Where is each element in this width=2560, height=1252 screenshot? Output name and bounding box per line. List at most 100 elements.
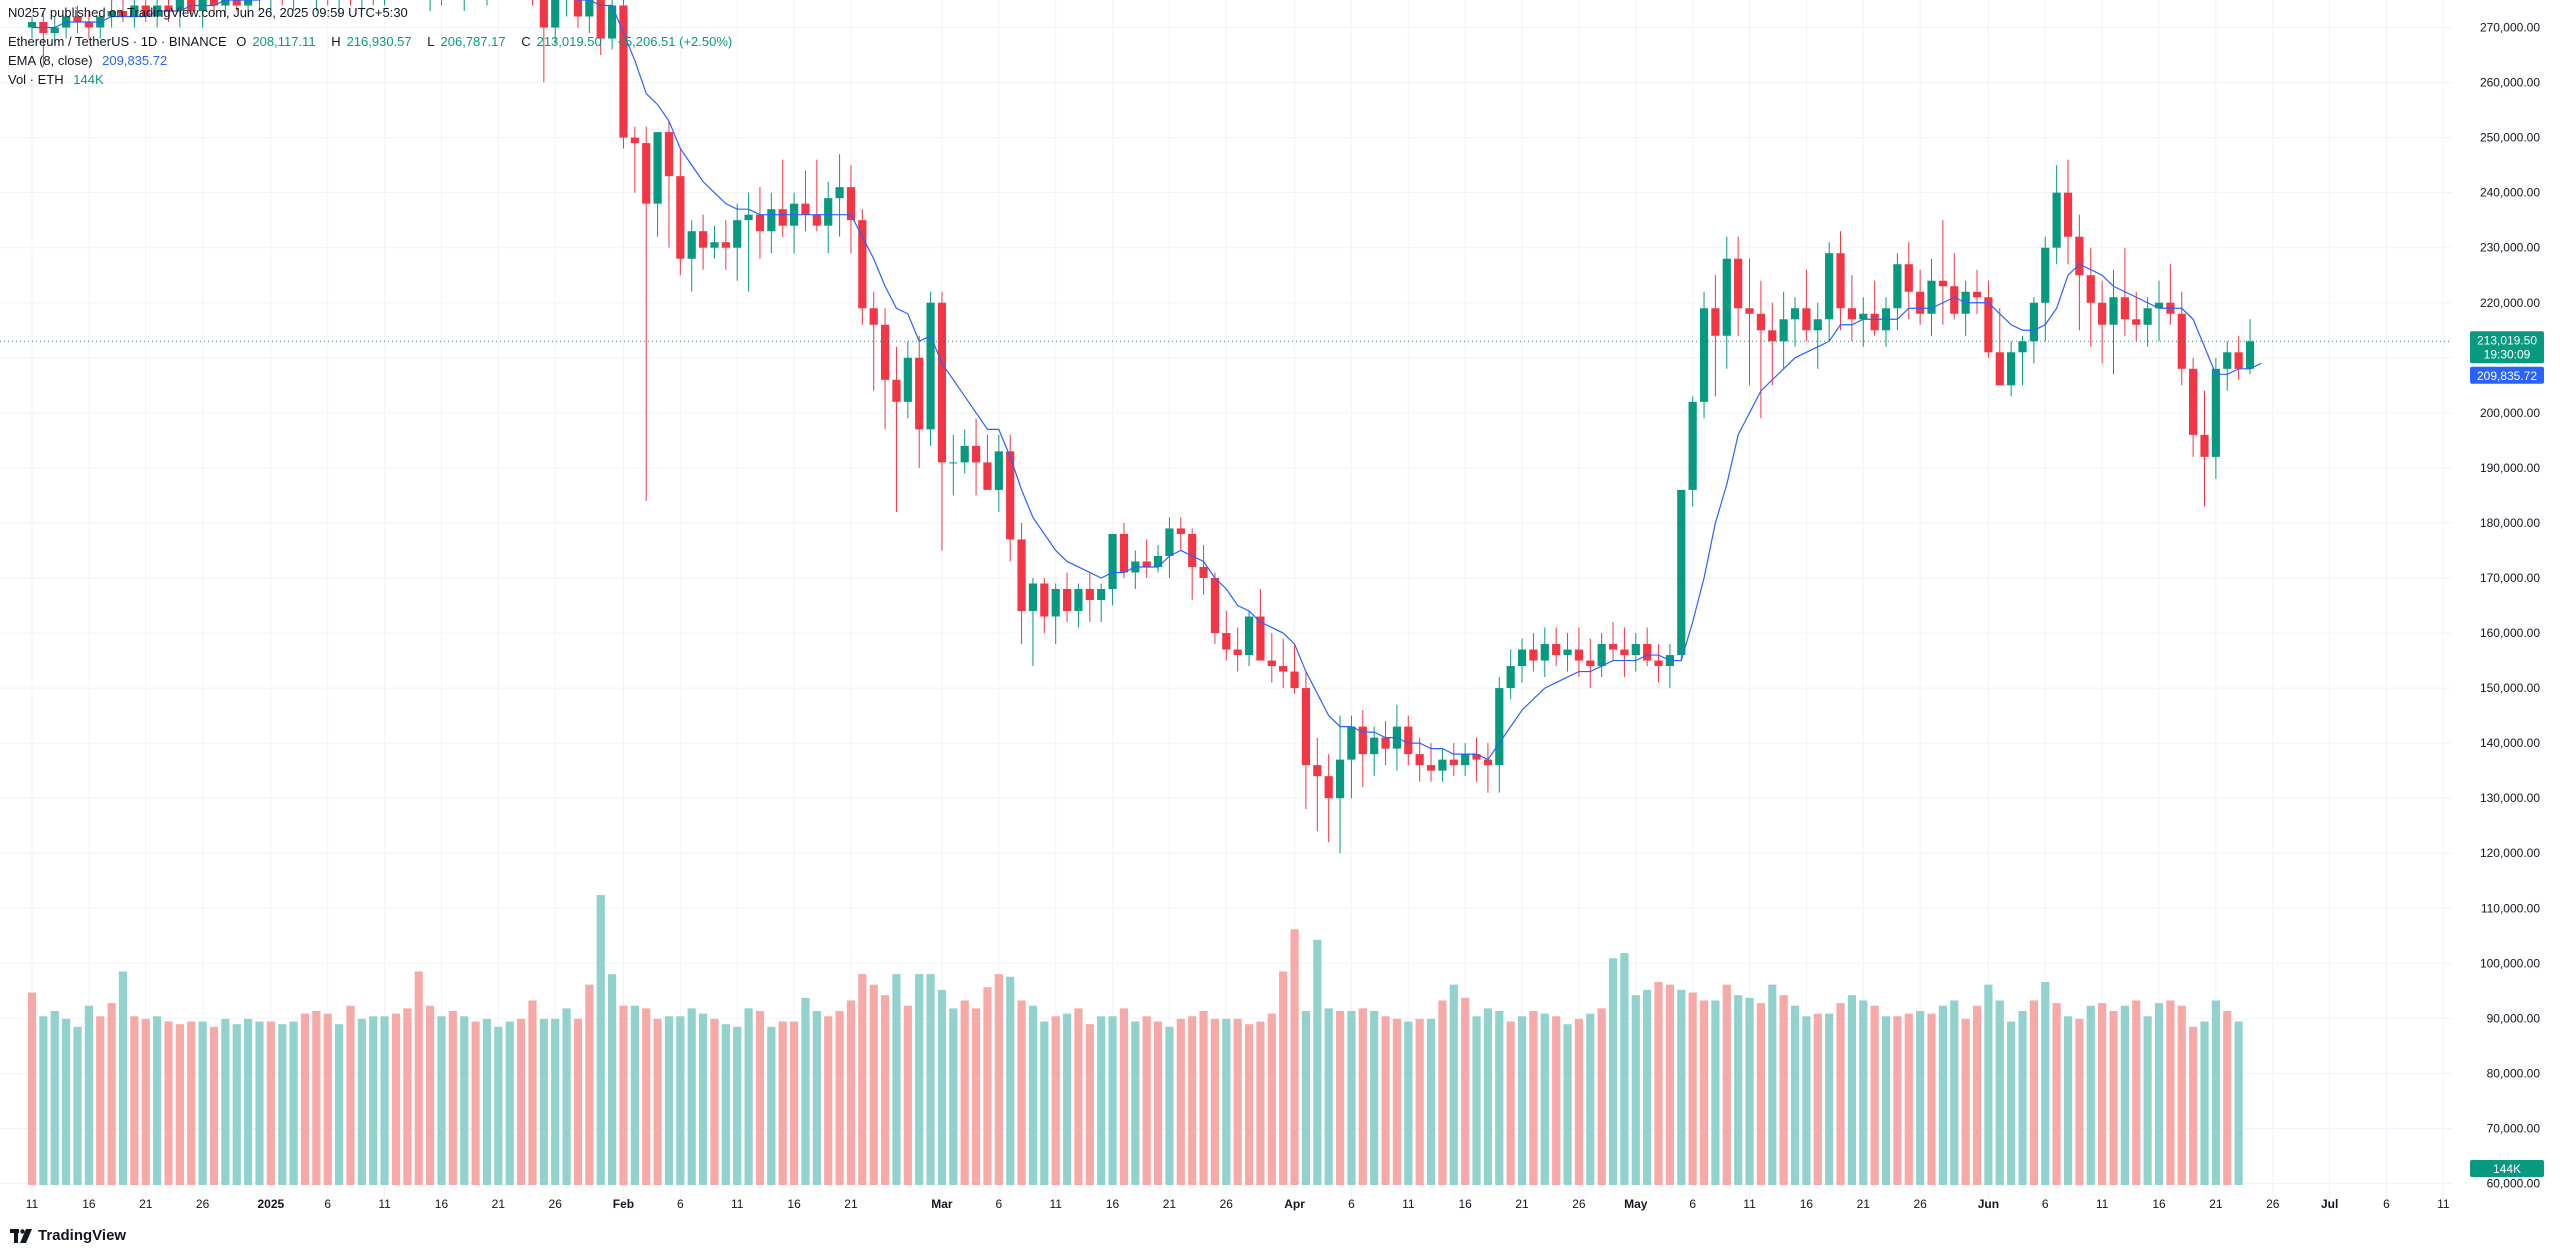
x-tick-label: 21 xyxy=(1163,1197,1177,1211)
ema-label[interactable]: EMA (8, close) xyxy=(8,53,93,68)
candle xyxy=(949,434,958,496)
candle-body xyxy=(733,220,742,248)
ohlc-high: H 216,930.57 xyxy=(331,34,412,49)
volume-bar xyxy=(1734,995,1743,1185)
volume-bar xyxy=(300,1013,310,1185)
volume-bar xyxy=(1711,1000,1720,1185)
volume-bar xyxy=(1802,1016,1811,1185)
volume-label[interactable]: Vol · ETH xyxy=(8,72,64,87)
legend-main[interactable]: Ethereum / TetherUS · 1D · BINANCE O 208,… xyxy=(8,34,738,50)
candle-body xyxy=(949,462,958,464)
candle-body xyxy=(1176,528,1185,534)
candle xyxy=(1540,627,1549,678)
volume-value: 144K xyxy=(73,72,104,87)
y-tick-label: 220,000.00 xyxy=(2480,296,2540,310)
volume-bar xyxy=(62,1018,71,1185)
candle-body xyxy=(1062,588,1072,612)
volume-bar xyxy=(426,1005,435,1185)
x-tick-label: May xyxy=(1624,1197,1648,1211)
candle-body xyxy=(676,176,685,259)
volume-bar xyxy=(1210,1018,1220,1185)
volume-bar xyxy=(994,974,1003,1185)
volume-bar xyxy=(391,1013,401,1185)
candle xyxy=(1256,588,1265,661)
legend-volume[interactable]: Vol · ETH 144K xyxy=(8,72,110,88)
volume-bar xyxy=(1688,992,1697,1185)
y-tick-label: 160,000.00 xyxy=(2480,626,2540,640)
candle xyxy=(630,126,639,193)
volume-bar xyxy=(755,1011,765,1185)
candle-body xyxy=(1085,588,1094,600)
time-axis[interactable]: 11 16 21 26 2025 6 11 16 21 26 Feb 6 11 16 21 Mar 6 11 16 2… xyxy=(26,1197,2450,1211)
ohlc-open: O 208,117.11 xyxy=(236,34,316,49)
candle-body xyxy=(1631,644,1640,656)
candle xyxy=(1267,633,1276,683)
candle-body xyxy=(1870,313,1879,331)
volume-bar xyxy=(130,1016,139,1185)
candle xyxy=(440,0,442,6)
x-tick-label: Jun xyxy=(1978,1197,1999,1211)
tradingview-brand[interactable]: TradingView xyxy=(10,1227,126,1244)
candle-body xyxy=(721,242,730,248)
candle xyxy=(1301,671,1311,810)
candle-body xyxy=(1563,649,1572,656)
candle-body xyxy=(1199,566,1208,578)
candle-body xyxy=(118,11,128,17)
candle-body xyxy=(1426,765,1436,771)
candle-body xyxy=(937,302,947,463)
volume-bar xyxy=(1370,1011,1379,1185)
candle-body xyxy=(1222,633,1231,650)
x-tick-label: 2025 xyxy=(258,1197,285,1211)
volume-bar xyxy=(403,1008,412,1185)
candle xyxy=(983,434,992,490)
y-tick-label: 120,000.00 xyxy=(2480,846,2540,860)
candle xyxy=(1370,726,1379,777)
candle-body xyxy=(1529,649,1538,661)
volume-bar xyxy=(2211,1000,2220,1185)
volume-bar xyxy=(2154,1003,2164,1185)
x-tick-label: Feb xyxy=(613,1197,634,1211)
candle xyxy=(2018,335,2027,386)
x-tick-label: 11 xyxy=(378,1197,391,1211)
volume-bar xyxy=(482,1018,492,1185)
candle xyxy=(1324,754,1333,843)
candle-body xyxy=(1768,330,1777,342)
candle xyxy=(361,0,363,12)
volume-bar xyxy=(323,1013,332,1185)
candle-body xyxy=(1097,588,1106,600)
candle xyxy=(209,0,219,17)
candle xyxy=(755,187,765,259)
candle xyxy=(812,159,821,232)
price-axis[interactable]: 60,000.00 70,000.00 80,000.00 90,000.00 100,… xyxy=(2480,21,2540,1191)
volume-bar xyxy=(1699,1000,1709,1185)
volume-bar xyxy=(1984,984,1993,1185)
candle xyxy=(1768,302,1777,386)
candle-body xyxy=(2109,297,2118,325)
volume-bar xyxy=(380,1016,389,1185)
candle-body xyxy=(1483,759,1493,766)
candle-body xyxy=(664,132,674,177)
candle-body xyxy=(698,231,708,248)
brand-name: TradingView xyxy=(38,1227,127,1244)
candle-body xyxy=(710,242,719,248)
volume-bar xyxy=(744,1008,753,1185)
candle-body xyxy=(2052,192,2061,248)
candle xyxy=(1688,396,1697,507)
candle xyxy=(1449,743,1458,777)
symbol-label[interactable]: Ethereum / TetherUS · 1D · BINANCE xyxy=(8,34,227,49)
candle-body xyxy=(1210,577,1220,634)
candle xyxy=(118,0,128,23)
candle xyxy=(1813,302,1822,369)
candle xyxy=(1074,583,1083,628)
volume-bar xyxy=(1176,1018,1185,1185)
ohlc-low: L 206,787.17 xyxy=(427,34,506,49)
candle xyxy=(1006,434,1015,562)
legend-ema[interactable]: EMA (8, close) 209,835.72 xyxy=(8,53,173,69)
candle xyxy=(429,0,431,12)
candle xyxy=(596,0,605,56)
candle xyxy=(338,0,340,17)
volume-bar xyxy=(1563,1024,1572,1185)
candle-body xyxy=(1745,308,1754,314)
candle-body xyxy=(1301,688,1311,766)
